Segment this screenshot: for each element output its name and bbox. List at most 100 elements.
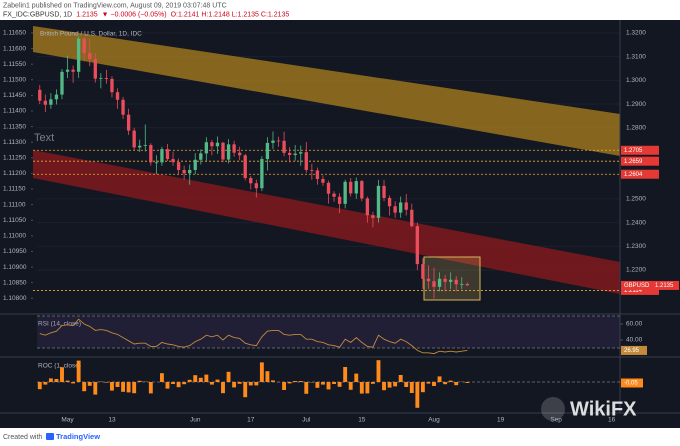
candle-body [76,38,81,72]
roc-bar [298,381,303,382]
roc-bar [398,375,403,382]
roc-bar [282,382,287,390]
roc-bar [382,382,386,391]
last-price: 1.2135 [76,11,98,18]
x-tick-label: Jun [190,417,201,424]
candle-body [293,153,297,156]
upper-channel [33,26,620,156]
y-tick-label: 40.00 [626,337,643,344]
candle-body [126,114,131,131]
level-label: 1.2705 [624,148,643,154]
price-label-symbol: GBPUSD [624,283,650,289]
roc-value-label: -0.05 [624,381,638,387]
x-tick-label: Sep [550,417,562,424]
roc-bar [393,382,398,387]
roc-bar [193,375,198,382]
roc-bar [376,360,381,382]
candle-body [354,181,358,194]
level-label: 1.2114 [624,288,643,294]
roc-bar [93,382,98,395]
candle-body [432,281,436,287]
roc-bar [148,382,153,394]
roc-bar [404,382,409,387]
footer-created: Created with [3,434,42,441]
y2-tick-label: 1.11250 [3,155,26,162]
ohlc: O:1.2141 H:1.2148 L:1.2135 C:1.2135 [171,11,290,18]
candle-body [321,178,325,183]
y-tick-label: 1.3200 [626,30,646,37]
y2-tick-label: 1.10800 [3,295,27,302]
roc-bar [187,379,192,382]
candle-body [138,145,142,148]
roc-value-box [621,378,643,388]
candle-body [299,152,303,154]
y2-tick-label: 1.11650 [3,30,26,37]
roc-bar [420,382,425,393]
candle-body [149,145,153,163]
candle-body [182,169,186,174]
roc-bar [60,367,64,382]
roc-bar [359,382,364,394]
candle-body [304,152,308,170]
candle-body [426,278,431,282]
header-bar [0,0,680,20]
roc-bar [71,382,76,384]
candle-body [404,202,408,210]
watermark-logo [541,397,565,421]
y-tick-label: 1.2900 [626,101,646,108]
roc-bar [232,382,237,388]
roc-bar [237,382,242,384]
x-tick-label: 17 [247,417,255,424]
roc-bar [243,382,248,398]
y-tick-label: 1.3000 [626,77,646,84]
roc-bar [443,382,448,385]
y-tick-label: 1.2800 [626,124,646,131]
roc-bar [271,380,275,382]
candle-body [360,181,364,199]
x-tick-label: 19 [497,417,505,424]
roc-bar [198,377,203,382]
y2-tick-label: 1.11300 [3,139,26,146]
roc-bar [348,382,353,390]
candle-body [349,181,353,194]
candle-body [376,185,381,218]
candle-body [448,279,453,282]
candle-body [82,38,86,54]
candle-body [104,77,109,79]
roc-bar [65,380,70,382]
candle-body [337,196,342,204]
candle-body [326,182,331,194]
candle-body [243,155,247,179]
chart-title: British Pound / U.S. Dollar, 1D, IDC [40,31,142,38]
watermark-text: WikiFX [570,398,637,420]
roc-bar [343,367,348,382]
candle-body [265,142,270,160]
y2-tick-label: 1.11600 [3,45,26,52]
candle-body [193,159,197,170]
y2-tick-label: 1.11150 [3,186,26,193]
candle-body [276,140,281,142]
roc-bar [432,382,436,386]
x-tick-label: 16 [608,417,616,424]
annotation: Text [34,132,54,144]
roc-bar [365,382,370,394]
y2-tick-label: 1.11050 [3,217,26,224]
candle-body [393,206,397,213]
y-tick-label: 1.2200 [626,267,646,274]
candle-body [65,69,70,72]
roc-bar [110,382,114,391]
roc-bar [221,382,225,394]
y2-tick-label: 1.11000 [3,233,26,240]
roc-bar [132,382,137,394]
candle-body [165,149,170,160]
roc-bar [332,382,336,384]
candle-body [237,152,242,156]
y2-tick-label: 1.10850 [3,279,27,286]
y2-tick-label: 1.11500 [3,76,26,83]
candle-body [93,58,97,79]
x-tick-label: Jul [302,417,311,424]
y-tick-label: 60.00 [626,321,643,328]
candle-body [343,181,347,204]
roc-bar [104,382,109,383]
candle-body [99,77,103,79]
